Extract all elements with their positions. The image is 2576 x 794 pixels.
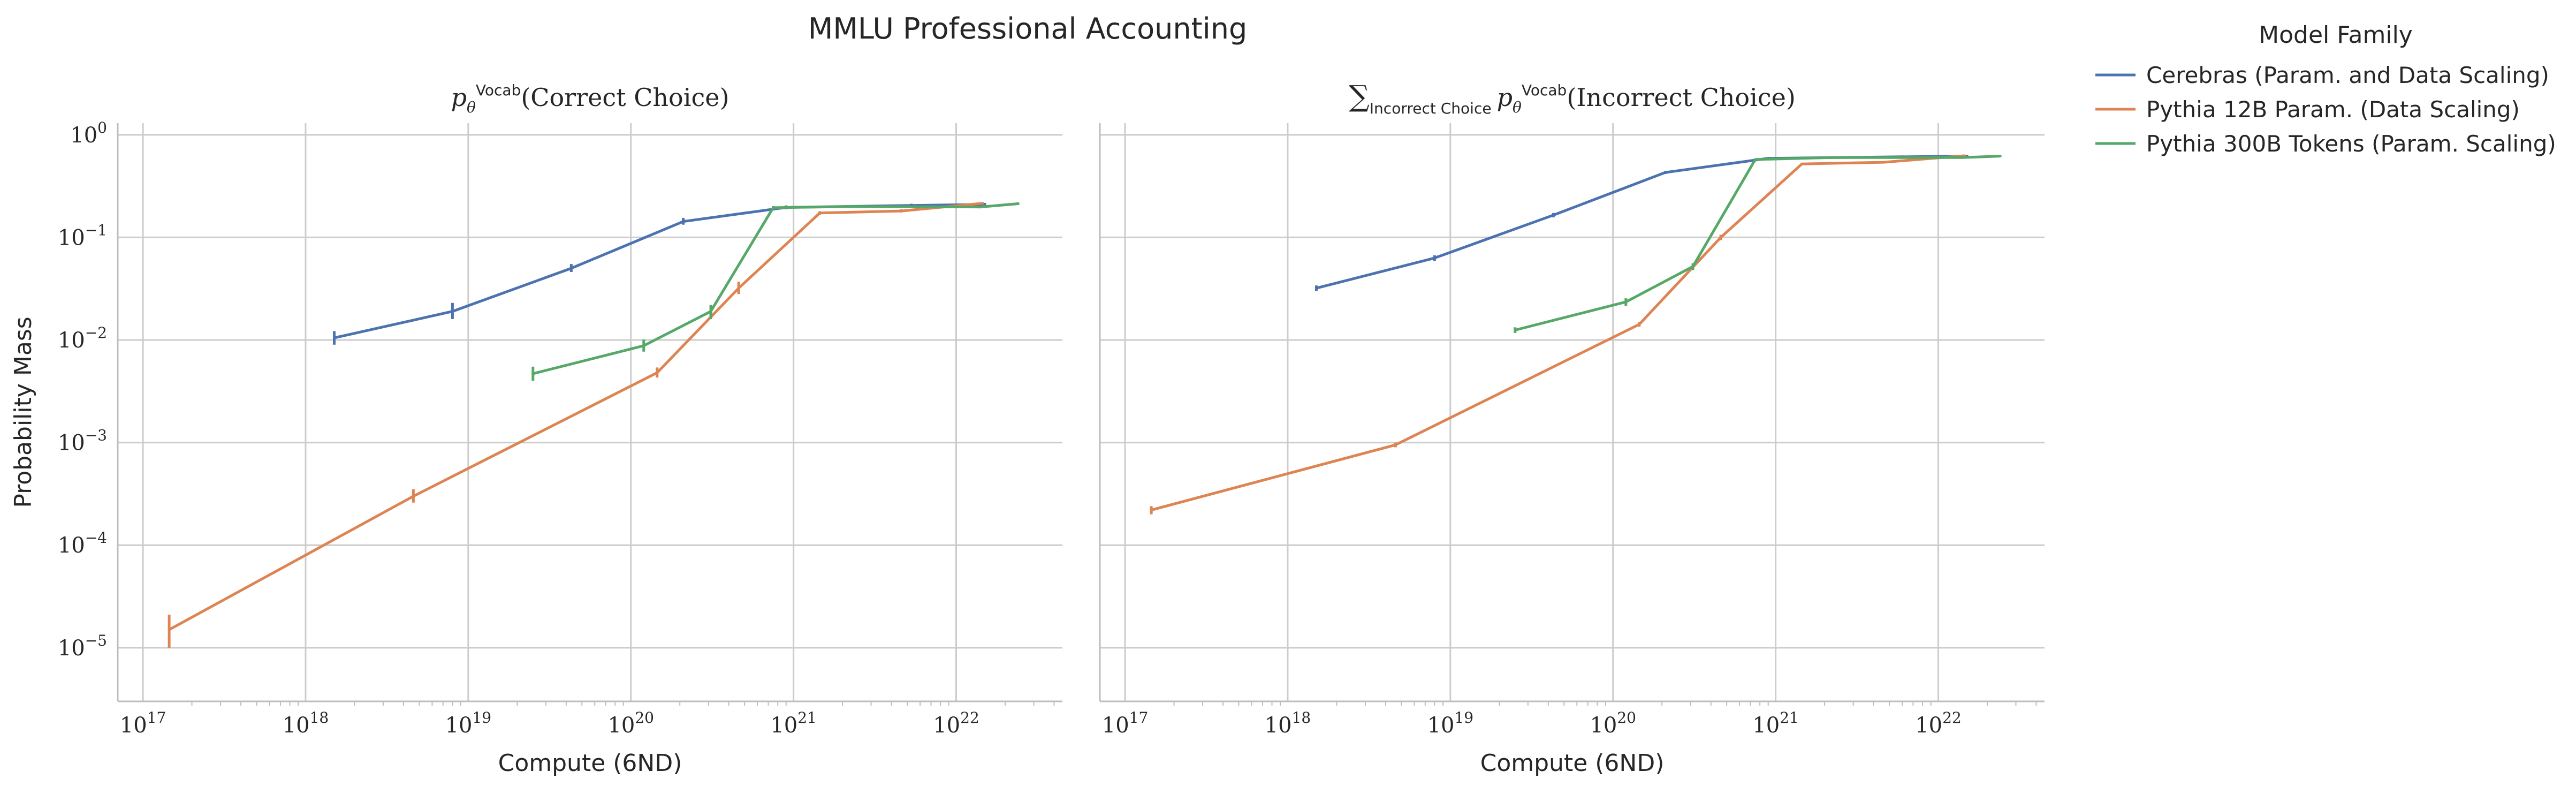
data-point [531,372,535,375]
series-line-1 [1151,154,1965,512]
x-tick-label-1: 1018 [283,709,329,738]
legend-label-2: Pythia 300B Tokens (Param. Scaling) [2146,131,2556,157]
x-tick-label-3: 1020 [1590,709,1636,738]
data-point [1150,509,1153,512]
x-tick-label-2: 1019 [1427,709,1474,738]
x-tick-label-1: 1018 [1265,709,1311,738]
data-point [1961,156,1964,159]
data-point [900,209,903,213]
data-point [709,310,712,313]
data-point [332,336,336,339]
legend-label-1: Pythia 12B Param. (Data Scaling) [2146,96,2520,123]
data-point [569,267,573,270]
x-tick-label-5: 1022 [933,709,979,738]
data-point [1624,300,1628,304]
data-point [1754,158,1757,161]
legend-title: Model Family [2259,21,2413,49]
x-axis-label: Compute (6ND) [498,750,682,777]
data-point [642,344,645,347]
x-tick-label-4: 1021 [1752,709,1799,738]
data-point [1552,214,1555,217]
series-line-0 [1316,155,1967,290]
x-tick-label-3: 1020 [607,709,654,738]
plot-panel-incorrect-choice: 1017 1018 1019 1020 1021 1022 Compute (6ND) ∑In… [1099,79,2045,777]
data-point [1999,155,2002,158]
y-axis-label: Probability Mass [10,316,37,508]
data-point [451,310,454,313]
y-tick-label-1: 10−1 [58,221,107,250]
data-point [1314,286,1318,290]
data-point [1882,161,1885,164]
series-line-2 [533,202,1019,375]
data-point [412,495,415,498]
data-point [848,205,851,208]
data-point [978,206,982,209]
data-point [981,202,984,205]
data-point [1016,202,1020,206]
y-tick-label-2: 10−2 [58,324,107,353]
x-tick-label-0: 1017 [120,709,166,738]
data-point [1830,156,1833,159]
series-line-0 [333,203,985,339]
y-tick-label-5: 10−5 [58,632,107,661]
y-tick-label-0: 100 [70,119,107,148]
x-tick-label-5: 1022 [1915,709,1962,738]
x-axis-label: Compute (6ND) [1480,750,1665,777]
panel-title-1: ∑Incorrect Choice pθVocab(Incorrect Choic… [1349,79,1796,117]
data-point [168,628,171,631]
series-line-2 [1515,155,2001,331]
figure-title: MMLU Professional Accounting [808,12,1248,46]
x-tick-label-2: 1019 [445,709,492,738]
data-point [656,371,659,374]
data-point [1638,323,1641,326]
y-tick-label-4: 10−4 [58,529,107,558]
data-point [1514,328,1517,331]
plot-panel-correct-choice: 1017 1018 1019 1020 1021 1022 100 10−1 10−2 10−3 1… [10,81,1062,777]
data-point [1691,265,1694,268]
legend-label-0: Cerebras (Param. and Data Scaling) [2146,62,2549,88]
data-point [983,203,986,206]
data-point [1394,443,1397,447]
x-tick-label-0: 1017 [1102,709,1149,738]
data-point [1433,256,1436,260]
data-point [1719,236,1722,239]
data-point [818,211,822,215]
legend: Model Family Cerebras (Param. and Data S… [2095,21,2556,157]
x-tick-label-4: 1021 [770,709,817,738]
data-point [1800,162,1804,165]
data-point [772,206,775,209]
y-tick-label-3: 10−3 [58,427,107,456]
data-point [737,286,740,290]
panel-title-0: pθVocab(Correct Choice) [451,81,730,116]
data-point [682,220,685,223]
data-point [1664,171,1667,174]
